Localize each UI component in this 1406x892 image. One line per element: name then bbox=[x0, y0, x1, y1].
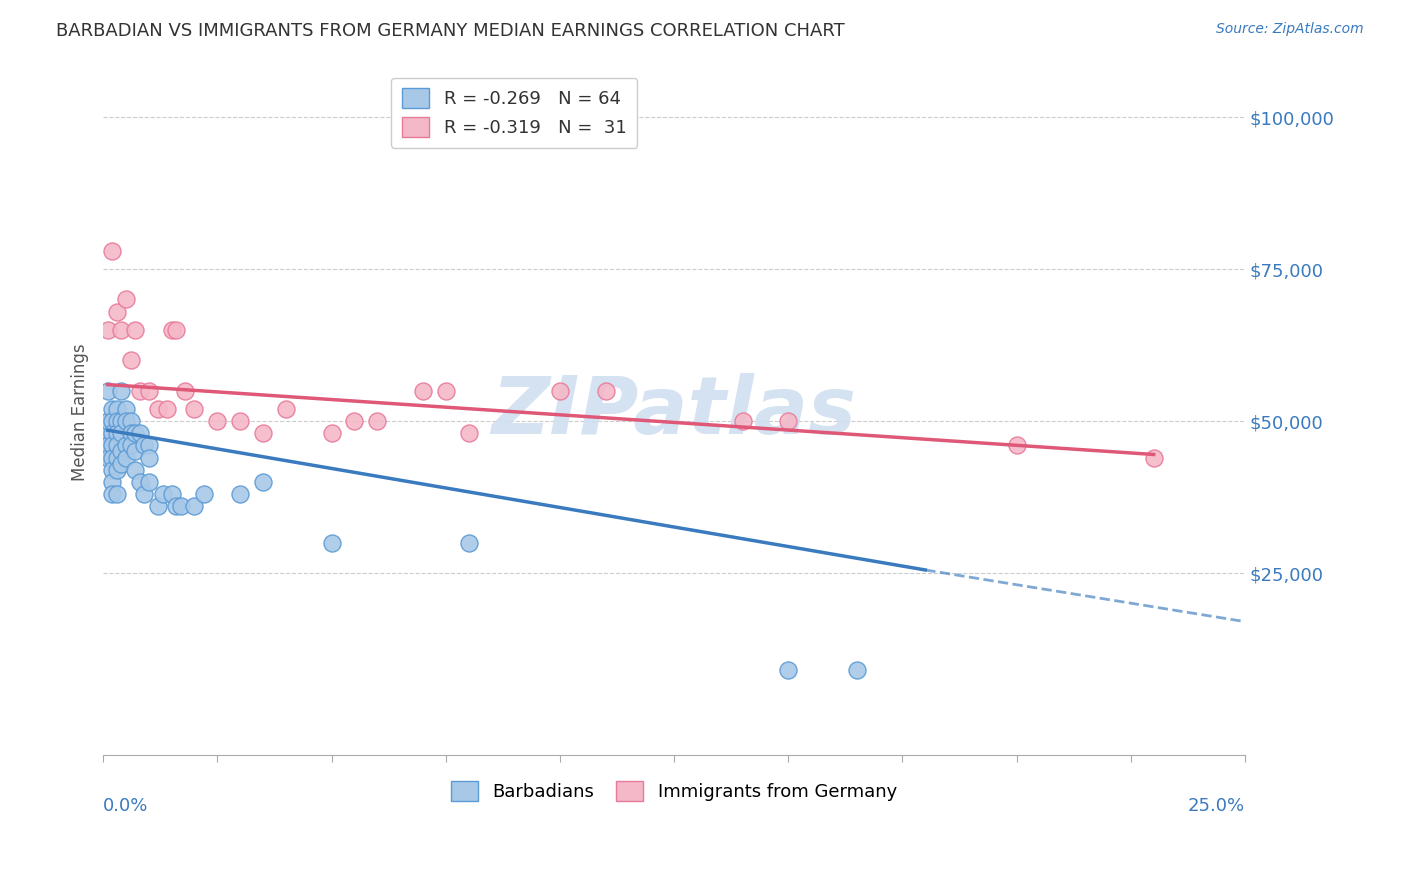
Point bbox=[128, 384, 150, 398]
Point bbox=[101, 475, 124, 489]
Point bbox=[101, 426, 124, 441]
Point bbox=[366, 414, 388, 428]
Point bbox=[105, 304, 128, 318]
Point bbox=[97, 384, 120, 398]
Point bbox=[101, 487, 124, 501]
Point bbox=[434, 384, 457, 398]
Point bbox=[457, 535, 479, 549]
Point bbox=[165, 499, 187, 513]
Point bbox=[548, 384, 571, 398]
Point bbox=[101, 414, 124, 428]
Point bbox=[1005, 438, 1028, 452]
Point bbox=[138, 438, 160, 452]
Point bbox=[101, 401, 124, 416]
Point bbox=[105, 450, 128, 465]
Point bbox=[120, 426, 142, 441]
Point bbox=[160, 323, 183, 337]
Point bbox=[146, 499, 169, 513]
Point bbox=[101, 450, 124, 465]
Point bbox=[128, 475, 150, 489]
Point bbox=[124, 426, 146, 441]
Point bbox=[183, 401, 205, 416]
Point bbox=[115, 293, 138, 307]
Point bbox=[128, 426, 150, 441]
Point bbox=[152, 487, 174, 501]
Point bbox=[1143, 450, 1166, 465]
Point bbox=[252, 475, 274, 489]
Point bbox=[124, 463, 146, 477]
Point bbox=[124, 444, 146, 458]
Text: 25.0%: 25.0% bbox=[1188, 797, 1246, 814]
Text: BARBADIAN VS IMMIGRANTS FROM GERMANY MEDIAN EARNINGS CORRELATION CHART: BARBADIAN VS IMMIGRANTS FROM GERMANY MED… bbox=[56, 22, 845, 40]
Point bbox=[146, 401, 169, 416]
Point bbox=[165, 323, 187, 337]
Point bbox=[138, 475, 160, 489]
Point bbox=[778, 663, 800, 677]
Point bbox=[321, 426, 343, 441]
Point bbox=[412, 384, 434, 398]
Point bbox=[105, 426, 128, 441]
Point bbox=[138, 384, 160, 398]
Point bbox=[124, 323, 146, 337]
Point bbox=[193, 487, 215, 501]
Point bbox=[321, 535, 343, 549]
Point bbox=[229, 487, 252, 501]
Point bbox=[105, 487, 128, 501]
Point bbox=[731, 414, 754, 428]
Point bbox=[97, 323, 120, 337]
Point bbox=[115, 401, 138, 416]
Point bbox=[252, 426, 274, 441]
Point bbox=[120, 414, 142, 428]
Point bbox=[134, 438, 156, 452]
Text: 0.0%: 0.0% bbox=[103, 797, 149, 814]
Point bbox=[160, 487, 183, 501]
Point bbox=[97, 414, 120, 428]
Point bbox=[457, 426, 479, 441]
Point bbox=[101, 244, 124, 258]
Point bbox=[120, 438, 142, 452]
Point bbox=[97, 426, 120, 441]
Point bbox=[778, 414, 800, 428]
Point bbox=[183, 499, 205, 513]
Point bbox=[207, 414, 229, 428]
Point bbox=[120, 353, 142, 368]
Point bbox=[110, 384, 132, 398]
Point bbox=[110, 414, 132, 428]
Point bbox=[343, 414, 366, 428]
Point bbox=[105, 438, 128, 452]
Point bbox=[115, 450, 138, 465]
Point bbox=[274, 401, 297, 416]
Point bbox=[229, 414, 252, 428]
Legend: Barbadians, Immigrants from Germany: Barbadians, Immigrants from Germany bbox=[444, 773, 904, 808]
Text: Source: ZipAtlas.com: Source: ZipAtlas.com bbox=[1216, 22, 1364, 37]
Text: ZIPatlas: ZIPatlas bbox=[492, 373, 856, 451]
Point bbox=[110, 457, 132, 471]
Point bbox=[595, 384, 617, 398]
Point bbox=[97, 450, 120, 465]
Point bbox=[170, 499, 193, 513]
Point bbox=[110, 444, 132, 458]
Point bbox=[110, 323, 132, 337]
Point bbox=[174, 384, 197, 398]
Point bbox=[97, 438, 120, 452]
Point bbox=[138, 450, 160, 465]
Point bbox=[105, 463, 128, 477]
Point bbox=[101, 463, 124, 477]
Point bbox=[101, 438, 124, 452]
Point bbox=[845, 663, 868, 677]
Point bbox=[115, 438, 138, 452]
Y-axis label: Median Earnings: Median Earnings bbox=[72, 343, 89, 481]
Point bbox=[156, 401, 179, 416]
Point bbox=[134, 487, 156, 501]
Point bbox=[105, 401, 128, 416]
Point bbox=[115, 414, 138, 428]
Point bbox=[110, 426, 132, 441]
Point bbox=[105, 414, 128, 428]
